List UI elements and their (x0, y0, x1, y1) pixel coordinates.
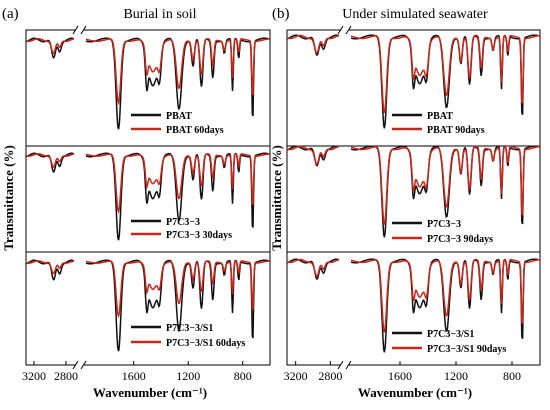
legend-entry: P7C3−3/S1 (166, 323, 213, 334)
series-line-degraded (350, 258, 541, 333)
series-line-degraded (85, 37, 270, 106)
subplot-2: P7C3−3 P7C3−3 90days (286, 145, 541, 245)
panel-label: (b) (272, 6, 290, 22)
panel-b: (b) Under simulated seawater 3200 2800 1600 1… (269, 6, 541, 400)
axis-break-gap (341, 362, 349, 368)
legend-entry: P7C3−3/S1 90days (427, 344, 506, 355)
plot-frame (286, 29, 541, 366)
legend-entry: PBAT (427, 111, 453, 122)
subplot-2: P7C3−3 P7C3−3 30days (25, 152, 271, 241)
x-tick-label: 2800 (54, 369, 78, 383)
legend-entry: P7C3−3/S1 (427, 329, 474, 340)
axis-break-gap (76, 27, 84, 33)
series-line-degraded (350, 34, 541, 113)
y-axis-label: Transmittance (%) (1, 145, 16, 251)
legend-entry: P7C3−3 90days (427, 234, 493, 245)
legend-entry: P7C3−3 30days (166, 230, 232, 241)
x-tick-label: 800 (503, 369, 521, 383)
panel-title: Burial in soil (123, 7, 196, 22)
x-axis-label: Wavenumber (cm⁻¹) (93, 385, 207, 400)
axis-break-mark (345, 25, 352, 35)
series-line-degraded (286, 258, 340, 278)
x-tick-label: 800 (234, 369, 252, 383)
x-tick-label: 3200 (284, 369, 308, 383)
subplot-3: P7C3−3/S1 P7C3−3/S1 60days (25, 259, 271, 352)
series-line-degraded (350, 145, 541, 225)
series-line-degraded (286, 145, 340, 166)
x-axis-label: Wavenumber (cm⁻¹) (358, 385, 472, 400)
axis-break-mark (80, 360, 87, 370)
x-tick-label: 2800 (318, 369, 342, 383)
subplot-3: P7C3−3/S1 P7C3−3/S1 90days (286, 258, 541, 355)
legend-entry: P7C3−3/S1 60days (166, 338, 245, 349)
series-line-degraded (85, 260, 271, 319)
legend-entry: PBAT (166, 111, 192, 122)
legend-entry: P7C3−3 (166, 217, 200, 228)
x-tick-label: 1600 (388, 369, 412, 383)
series-line-degraded (286, 34, 340, 54)
axis-break-gap (341, 27, 349, 33)
axis-break-mark (72, 360, 79, 370)
series-line-degraded (25, 37, 74, 55)
panel-a: (a) Burial in soil 3200 2800 1600 1200 800 Wave… (1, 6, 271, 400)
axis-break-mark (337, 360, 344, 370)
axis-break-mark (80, 25, 87, 35)
axis-break-mark (337, 25, 344, 35)
panel-label: (a) (2, 6, 19, 22)
legend-entry: PBAT 60days (166, 125, 224, 136)
axis-break-gap (76, 362, 84, 368)
subplot-1: PBAT PBAT 90days (286, 34, 541, 136)
series-line-degraded (25, 260, 75, 275)
series-line-degraded (85, 153, 270, 215)
series-line-original (85, 37, 271, 130)
series-line-degraded (25, 153, 74, 168)
legend-entry: P7C3−3 (427, 219, 461, 230)
axis-break-mark (72, 25, 79, 35)
subplot-1: PBAT PBAT 60days (25, 37, 271, 136)
axis-break-mark (345, 360, 352, 370)
legend-entry: PBAT 90days (427, 125, 485, 136)
x-tick-label: 3200 (22, 369, 46, 383)
plot-frame (25, 29, 271, 366)
x-tick-label: 1200 (176, 369, 200, 383)
panel-title: Under simulated seawater (342, 7, 488, 22)
x-tick-label: 1200 (444, 369, 468, 383)
y-axis-label: Transmittance (%) (269, 145, 284, 251)
x-tick-label: 1600 (122, 369, 146, 383)
